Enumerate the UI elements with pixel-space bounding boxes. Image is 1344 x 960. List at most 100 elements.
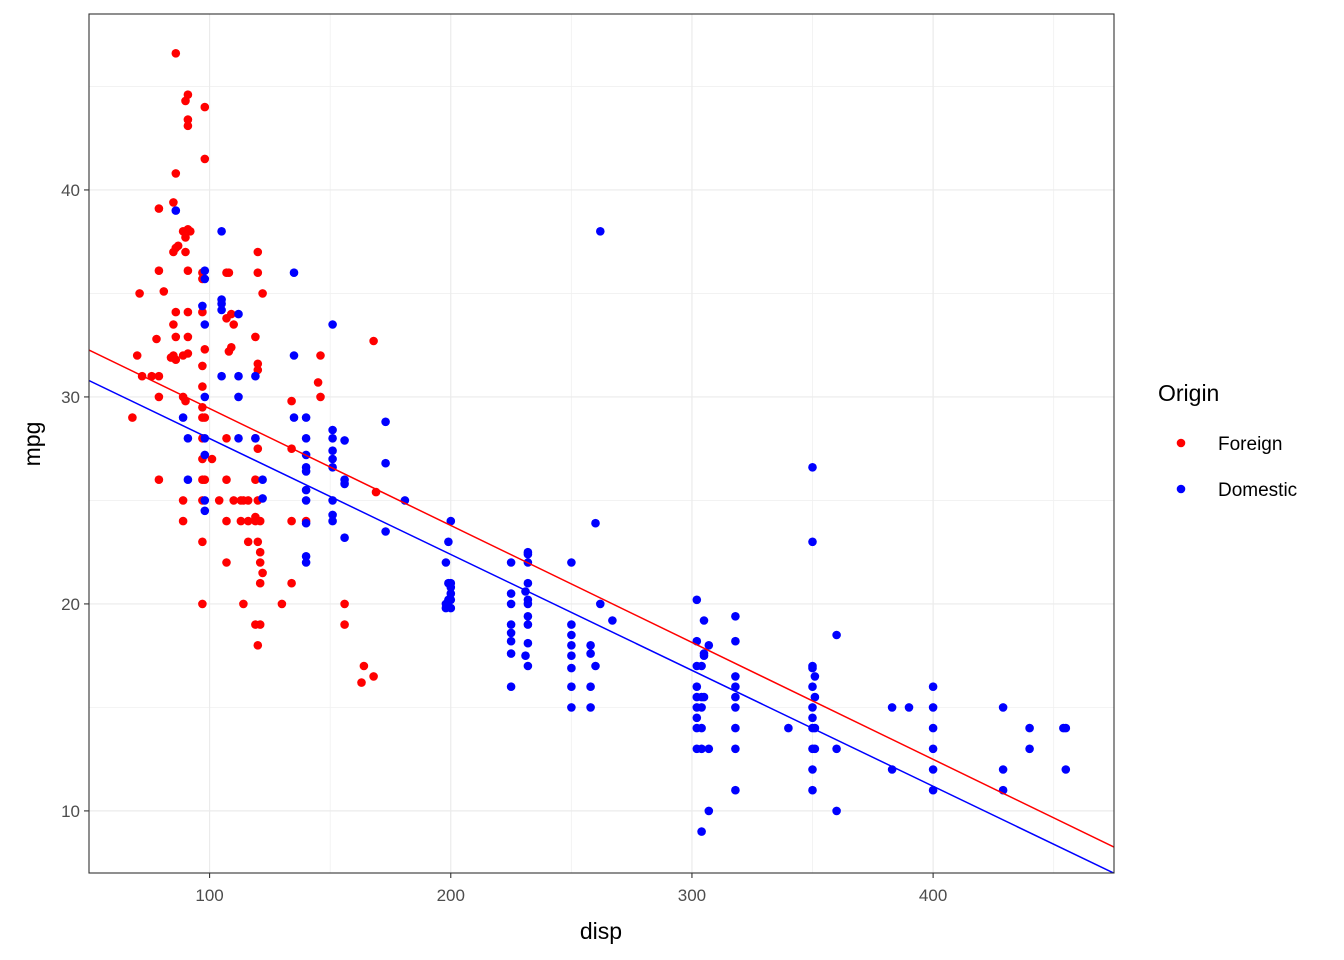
point-domestic	[381, 458, 390, 468]
point-foreign	[198, 361, 207, 371]
point-domestic	[810, 744, 820, 754]
point-foreign	[258, 289, 267, 298]
point-foreign	[251, 620, 260, 629]
point-foreign	[277, 599, 287, 609]
point-domestic	[506, 620, 516, 629]
point-domestic	[998, 765, 1008, 774]
point-domestic	[178, 413, 188, 422]
point-domestic	[523, 612, 533, 621]
point-foreign	[178, 351, 188, 360]
point-domestic	[506, 649, 516, 658]
point-domestic	[808, 765, 817, 774]
point-domestic	[808, 713, 817, 723]
point-domestic	[697, 744, 706, 754]
point-domestic	[200, 392, 210, 402]
point-domestic	[928, 765, 938, 774]
point-domestic	[217, 305, 226, 315]
point-foreign	[236, 516, 246, 526]
point-domestic	[808, 537, 817, 547]
point-domestic	[258, 475, 267, 485]
point-foreign	[243, 496, 253, 505]
point-domestic	[523, 549, 533, 559]
point-domestic	[928, 682, 938, 691]
legend-key-foreign	[1176, 438, 1186, 448]
point-domestic	[731, 744, 740, 754]
point-domestic	[928, 744, 938, 754]
point-foreign	[253, 537, 263, 547]
point-domestic	[289, 413, 299, 422]
point-foreign	[183, 266, 193, 276]
point-domestic	[731, 612, 740, 621]
point-domestic	[697, 703, 706, 712]
point-domestic	[692, 595, 702, 605]
point-foreign	[222, 558, 231, 567]
point-foreign	[214, 496, 224, 505]
point-foreign	[369, 672, 378, 681]
point-domestic	[808, 463, 817, 472]
point-foreign	[200, 102, 210, 112]
point-domestic	[441, 603, 451, 613]
point-domestic	[340, 533, 349, 542]
point-domestic	[567, 663, 576, 673]
point-foreign	[183, 121, 193, 131]
point-domestic	[808, 682, 817, 691]
point-domestic	[692, 713, 702, 723]
point-foreign	[340, 620, 349, 629]
point-domestic	[699, 649, 709, 658]
trend-line-domestic	[89, 379, 1114, 873]
point-domestic	[731, 723, 740, 733]
y-tick-label: 10	[61, 802, 80, 821]
point-domestic	[1025, 723, 1034, 733]
point-domestic	[567, 703, 576, 712]
point-foreign	[287, 516, 296, 526]
legend: Origin Foreign Domestic	[1158, 380, 1297, 501]
point-domestic	[697, 723, 706, 733]
point-domestic	[446, 583, 456, 592]
axis-tick-labels: 100 200 300 400 10 20 30 40	[61, 181, 947, 905]
point-foreign	[207, 454, 217, 464]
point-domestic	[301, 413, 311, 422]
point-foreign	[183, 307, 193, 317]
point-domestic	[1061, 765, 1071, 774]
point-domestic	[446, 589, 456, 598]
point-domestic	[506, 636, 516, 646]
point-domestic	[586, 703, 595, 712]
point-domestic	[1061, 723, 1071, 733]
point-foreign	[316, 351, 325, 360]
point-domestic	[301, 496, 311, 505]
point-domestic	[731, 785, 740, 795]
point-foreign	[340, 599, 349, 609]
point-foreign	[181, 233, 190, 242]
point-domestic	[301, 558, 311, 567]
point-domestic	[608, 616, 617, 625]
point-foreign	[183, 332, 193, 342]
point-domestic	[328, 434, 337, 443]
point-domestic	[697, 661, 706, 671]
point-domestic	[591, 518, 600, 528]
point-foreign	[171, 307, 181, 317]
axis-ticks	[84, 189, 934, 878]
point-domestic	[340, 479, 349, 489]
point-foreign	[369, 336, 378, 346]
point-foreign	[359, 661, 369, 671]
point-domestic	[591, 661, 600, 671]
point-foreign	[200, 154, 210, 164]
point-foreign	[181, 96, 190, 106]
point-domestic	[692, 692, 702, 702]
point-domestic	[810, 692, 820, 702]
point-foreign	[200, 345, 210, 354]
point-domestic	[251, 371, 260, 381]
point-foreign	[243, 537, 253, 547]
trend-line-foreign	[89, 349, 1114, 848]
point-domestic	[301, 518, 311, 528]
point-domestic	[183, 475, 193, 485]
point-domestic	[301, 485, 311, 495]
point-domestic	[521, 651, 530, 660]
point-domestic	[328, 454, 337, 464]
point-domestic	[596, 227, 605, 236]
trend-lines	[89, 349, 1114, 873]
point-foreign	[227, 343, 236, 352]
point-domestic	[523, 638, 533, 648]
point-domestic	[328, 510, 337, 520]
point-domestic	[704, 806, 714, 816]
